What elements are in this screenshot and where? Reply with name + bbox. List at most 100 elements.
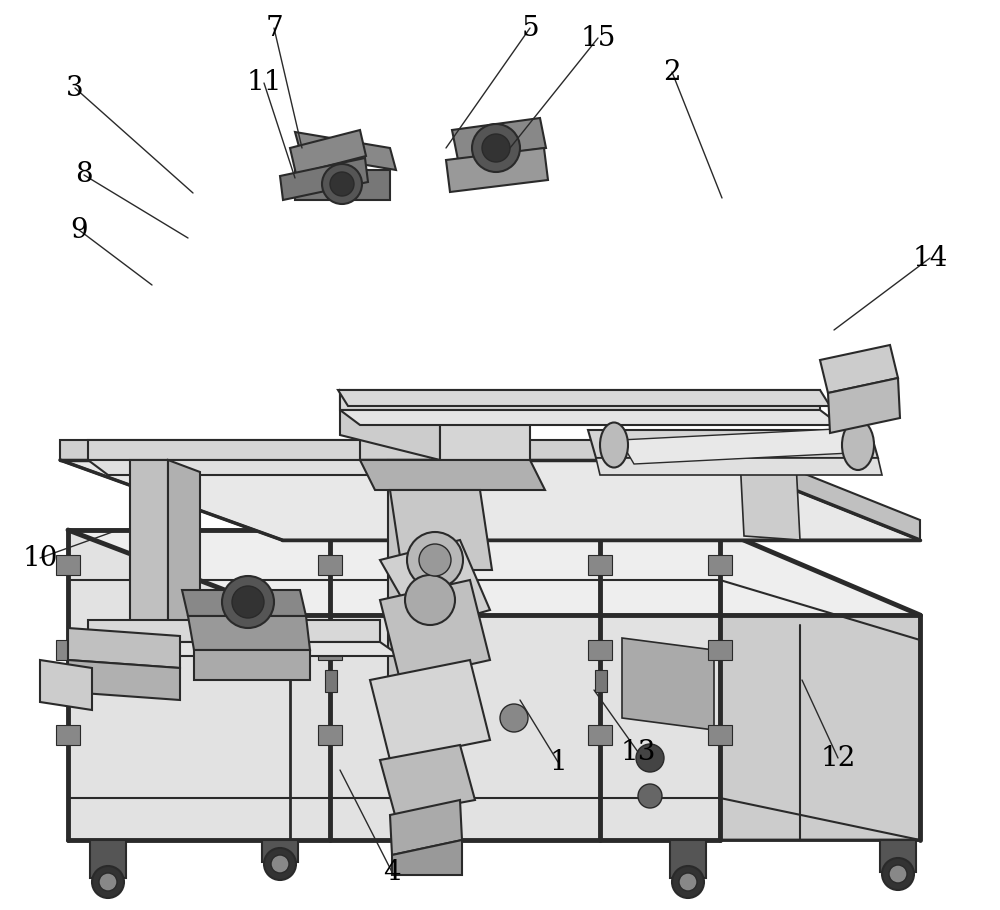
Polygon shape bbox=[68, 660, 180, 700]
Circle shape bbox=[889, 865, 907, 883]
Polygon shape bbox=[90, 840, 126, 878]
Bar bbox=[708, 555, 732, 575]
Bar bbox=[325, 670, 337, 692]
Bar bbox=[56, 555, 80, 575]
Polygon shape bbox=[740, 458, 800, 540]
Polygon shape bbox=[622, 638, 714, 730]
Text: 5: 5 bbox=[521, 15, 539, 42]
Polygon shape bbox=[68, 628, 180, 668]
Circle shape bbox=[472, 124, 520, 172]
Polygon shape bbox=[588, 430, 878, 458]
Polygon shape bbox=[388, 460, 430, 700]
Text: 4: 4 bbox=[383, 858, 401, 885]
Circle shape bbox=[222, 576, 274, 628]
Polygon shape bbox=[880, 840, 916, 872]
Circle shape bbox=[636, 744, 664, 772]
Bar bbox=[318, 640, 342, 660]
Polygon shape bbox=[360, 460, 545, 490]
Polygon shape bbox=[390, 800, 462, 855]
Text: 11: 11 bbox=[246, 69, 282, 96]
Polygon shape bbox=[194, 650, 310, 680]
Circle shape bbox=[330, 172, 354, 196]
Polygon shape bbox=[720, 530, 920, 840]
Polygon shape bbox=[596, 458, 882, 475]
Text: 13: 13 bbox=[620, 739, 656, 765]
Circle shape bbox=[419, 544, 451, 576]
Polygon shape bbox=[440, 415, 530, 460]
Text: 14: 14 bbox=[912, 245, 948, 271]
Polygon shape bbox=[40, 660, 92, 710]
Polygon shape bbox=[295, 170, 390, 200]
Bar bbox=[318, 725, 342, 745]
Polygon shape bbox=[88, 440, 360, 460]
Polygon shape bbox=[452, 118, 546, 160]
Text: 10: 10 bbox=[22, 544, 58, 571]
Circle shape bbox=[500, 704, 528, 732]
Circle shape bbox=[322, 164, 362, 204]
Bar bbox=[318, 555, 342, 575]
Polygon shape bbox=[390, 490, 492, 570]
Text: 1: 1 bbox=[549, 749, 567, 775]
Circle shape bbox=[405, 575, 455, 625]
Polygon shape bbox=[88, 642, 400, 656]
Polygon shape bbox=[380, 540, 490, 630]
Text: 15: 15 bbox=[580, 25, 616, 52]
Text: 2: 2 bbox=[663, 58, 681, 86]
Polygon shape bbox=[280, 158, 368, 200]
Polygon shape bbox=[88, 620, 380, 642]
Polygon shape bbox=[68, 530, 920, 615]
Bar bbox=[588, 555, 612, 575]
Circle shape bbox=[638, 784, 662, 808]
Polygon shape bbox=[620, 428, 870, 464]
Polygon shape bbox=[60, 460, 920, 540]
Bar bbox=[56, 640, 80, 660]
Polygon shape bbox=[340, 390, 820, 410]
Bar bbox=[708, 640, 732, 660]
Polygon shape bbox=[370, 660, 490, 760]
Polygon shape bbox=[188, 616, 310, 650]
Circle shape bbox=[882, 858, 914, 890]
Circle shape bbox=[99, 873, 117, 891]
Ellipse shape bbox=[842, 420, 874, 470]
Circle shape bbox=[232, 586, 264, 618]
Text: 12: 12 bbox=[820, 744, 856, 772]
Polygon shape bbox=[820, 345, 898, 393]
Text: 8: 8 bbox=[75, 161, 93, 188]
Text: 9: 9 bbox=[70, 217, 88, 244]
Polygon shape bbox=[430, 460, 468, 710]
Bar bbox=[588, 725, 612, 745]
Polygon shape bbox=[380, 580, 490, 680]
Bar bbox=[588, 640, 612, 660]
Polygon shape bbox=[340, 390, 440, 460]
Bar bbox=[708, 725, 732, 745]
Circle shape bbox=[679, 873, 697, 891]
Polygon shape bbox=[182, 590, 306, 616]
Polygon shape bbox=[60, 440, 720, 460]
Text: 3: 3 bbox=[66, 75, 84, 102]
Polygon shape bbox=[446, 148, 548, 192]
Polygon shape bbox=[392, 840, 462, 875]
Ellipse shape bbox=[600, 422, 628, 468]
Bar bbox=[595, 670, 607, 692]
Polygon shape bbox=[828, 378, 900, 433]
Bar bbox=[56, 725, 80, 745]
Polygon shape bbox=[670, 840, 706, 878]
Polygon shape bbox=[340, 410, 840, 425]
Polygon shape bbox=[295, 132, 396, 170]
Polygon shape bbox=[88, 460, 380, 475]
Polygon shape bbox=[380, 745, 475, 815]
Circle shape bbox=[264, 848, 296, 880]
Polygon shape bbox=[130, 460, 168, 650]
Polygon shape bbox=[168, 460, 200, 655]
Circle shape bbox=[407, 532, 463, 588]
Polygon shape bbox=[338, 390, 830, 406]
Polygon shape bbox=[290, 130, 366, 174]
Polygon shape bbox=[262, 840, 298, 862]
Circle shape bbox=[271, 855, 289, 873]
Polygon shape bbox=[720, 440, 920, 540]
Circle shape bbox=[482, 134, 510, 162]
Polygon shape bbox=[68, 530, 720, 840]
Ellipse shape bbox=[399, 483, 441, 497]
Text: 7: 7 bbox=[265, 15, 283, 42]
Circle shape bbox=[672, 866, 704, 898]
